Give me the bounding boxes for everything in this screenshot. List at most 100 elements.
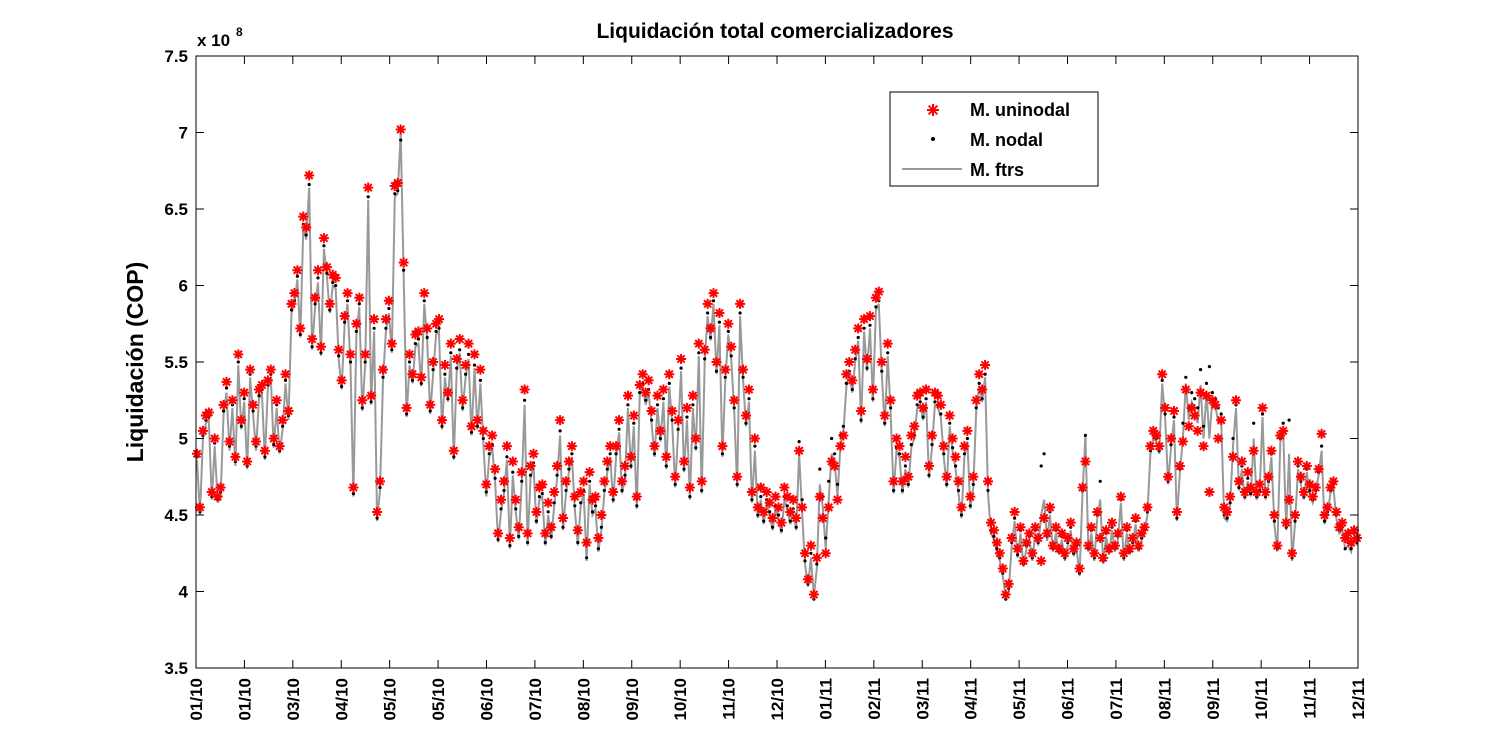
x-tick-label: 01/10 xyxy=(187,678,206,721)
uninodal-point xyxy=(1109,540,1120,551)
uninodal-point xyxy=(1124,543,1135,554)
nodal-point xyxy=(661,397,666,401)
uninodal-point xyxy=(631,491,642,502)
uninodal-point xyxy=(829,461,840,472)
uninodal-point xyxy=(239,387,250,398)
nodal-point xyxy=(511,470,515,474)
uninodal-point xyxy=(909,421,920,432)
uninodal-point xyxy=(194,502,205,513)
nodal-point xyxy=(626,403,630,407)
uninodal-point xyxy=(870,292,881,303)
nodal-point xyxy=(945,482,949,486)
uninodal-point xyxy=(348,482,359,493)
uninodal-point xyxy=(428,357,439,367)
uninodal-point xyxy=(236,415,247,426)
uninodal-point xyxy=(1189,410,1200,421)
uninodal-point xyxy=(1021,537,1032,548)
uninodal-point xyxy=(708,288,719,299)
uninodal-point xyxy=(741,410,752,421)
uninodal-point xyxy=(206,487,217,498)
uninodal-point xyxy=(1230,395,1241,406)
uninodal-point xyxy=(209,433,220,444)
uninodal-point xyxy=(906,430,917,441)
nodal-point xyxy=(980,397,984,401)
legend-marker-nodal xyxy=(931,137,935,141)
uninodal-point xyxy=(1284,494,1295,505)
nodal-point xyxy=(691,403,695,407)
nodal-point xyxy=(496,537,500,542)
nodal-point xyxy=(977,381,981,385)
uninodal-point xyxy=(251,436,262,447)
uninodal-point xyxy=(1254,479,1265,490)
nodal-point xyxy=(1175,516,1179,520)
nodal-point xyxy=(785,504,789,508)
x-tick-label: 04/10 xyxy=(332,678,351,721)
nodal-point xyxy=(824,536,828,540)
nodal-point xyxy=(856,335,860,340)
uninodal-point xyxy=(342,288,353,299)
nodal-point xyxy=(313,302,317,306)
uninodal-point xyxy=(1089,548,1100,559)
uninodal-point xyxy=(419,288,430,299)
nodal-point xyxy=(590,510,595,514)
uninodal-point xyxy=(788,494,799,505)
nodal-point xyxy=(711,299,716,303)
nodal-point xyxy=(688,495,692,499)
nodal-point xyxy=(853,357,857,361)
x-tick-label: 01/11 xyxy=(816,678,835,720)
nodal-point xyxy=(965,436,970,441)
uninodal-point xyxy=(1121,522,1132,533)
nodal-point xyxy=(942,452,946,456)
uninodal-point xyxy=(879,410,890,421)
uninodal-point xyxy=(687,390,698,401)
x-tick-label: 05/10 xyxy=(429,678,448,721)
uninodal-point xyxy=(581,537,592,548)
nodal-point xyxy=(850,387,854,392)
uninodal-point xyxy=(1310,482,1321,493)
uninodal-point xyxy=(599,476,610,487)
uninodal-point xyxy=(1047,540,1058,551)
nodal-point xyxy=(410,378,415,382)
nodal-point xyxy=(830,436,834,441)
uninodal-point xyxy=(375,476,386,487)
nodal-point xyxy=(735,482,739,486)
uninodal-point xyxy=(1062,532,1073,543)
x-tick-label: 03/11 xyxy=(913,678,932,720)
nodal-point xyxy=(523,398,527,402)
nodal-point xyxy=(561,525,565,529)
nodal-point xyxy=(396,189,400,193)
uninodal-point xyxy=(1148,425,1159,436)
nodal-point xyxy=(446,397,450,401)
uninodal-point xyxy=(496,494,507,505)
uninodal-point xyxy=(634,379,645,390)
uninodal-point xyxy=(711,357,722,367)
uninodal-point xyxy=(1115,491,1126,502)
uninodal-point xyxy=(1216,415,1227,426)
nodal-point xyxy=(1349,547,1353,551)
nodal-point xyxy=(387,306,391,311)
uninodal-point xyxy=(988,525,999,536)
uninodal-point xyxy=(1000,589,1011,600)
uninodal-point xyxy=(1068,543,1079,554)
uninodal-point xyxy=(463,338,474,349)
uninodal-point xyxy=(1260,487,1271,498)
uninodal-point xyxy=(531,506,542,517)
uninodal-point xyxy=(859,314,870,325)
nodal-point xyxy=(337,354,341,358)
uninodal-point xyxy=(575,487,586,498)
nodal-point xyxy=(593,504,598,508)
nodal-point xyxy=(526,540,530,545)
nodal-point xyxy=(897,452,902,456)
nodal-point xyxy=(706,311,710,315)
y-tick-label: 4.5 xyxy=(164,506,188,525)
nodal-point xyxy=(614,452,618,456)
uninodal-point xyxy=(625,451,636,462)
nodal-point xyxy=(345,299,350,303)
uninodal-point xyxy=(652,390,663,401)
uninodal-point xyxy=(676,353,687,364)
uninodal-point xyxy=(472,415,483,426)
uninodal-point xyxy=(1177,436,1188,447)
legend-marker-uninodal xyxy=(927,104,939,116)
nodal-point xyxy=(986,488,990,493)
nodal-point xyxy=(573,504,577,508)
